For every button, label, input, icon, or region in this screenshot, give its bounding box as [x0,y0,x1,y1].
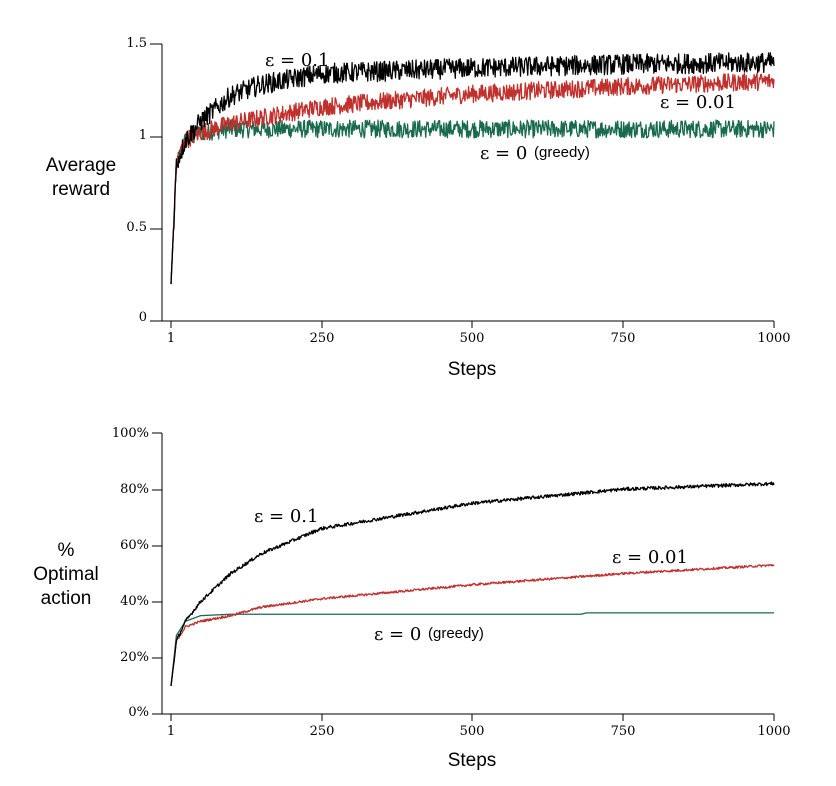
y-tick: 80% [120,482,162,497]
y-tick: 100% [112,426,162,441]
y-tick-label: 0.5 [126,220,147,235]
x-tick-label: 500 [460,724,485,739]
y-axis-title-line-2: Optimal [33,564,98,585]
series-label-eps-0.1: ε = 0.1 [254,506,318,527]
series-label-eps-0.01: ε = 0.01 [660,92,736,113]
x-tick-label: 250 [310,724,335,739]
x-tick: 1 [167,321,175,346]
x-tick: 1000 [757,714,791,739]
x-tick-label: 1000 [757,331,790,346]
y-tick-label: 40% [120,594,149,609]
series-label-greedy: (greedy) [534,144,590,161]
x-tick-label: 250 [310,331,335,346]
chart-optimal-action: % Optimal action 0% 20% 40% 60% 80% 100%… [33,426,790,771]
x-tick: 750 [611,714,636,739]
x-tick-label: 750 [611,331,636,346]
x-tick-label: 500 [460,331,485,346]
x-tick-label: 1 [167,724,175,739]
y-tick-label: 0% [128,705,149,720]
x-tick-label: 1 [167,331,175,346]
x-tick: 250 [310,714,335,739]
series-line [170,119,775,285]
x-tick: 500 [460,714,485,739]
series-label-eps-0: ε = 0 [374,624,421,645]
chart-average-reward: Average reward 0 0.5 1 1.5 1 250 500 750… [46,36,791,380]
x-axis-title: Steps [448,359,497,380]
plot-area [170,52,775,285]
series-line [170,481,775,686]
x-tick: 1 [167,714,175,739]
series-label-eps-0: ε = 0 [480,143,527,164]
y-tick-label: 100% [112,426,149,441]
series-label-eps-0.01: ε = 0.01 [612,547,688,568]
y-axis-title: % Optimal action [33,540,98,609]
x-tick: 250 [310,321,335,346]
series-line [170,72,775,285]
series-line [170,612,775,686]
series-label-greedy: (greedy) [428,625,484,642]
y-tick: 0 [139,310,162,325]
x-tick-label: 1000 [757,724,790,739]
y-tick-label: 0 [139,310,147,325]
y-tick-label: 1 [139,128,147,143]
y-tick-label: 60% [120,538,149,553]
y-axis-title-line-3: action [41,588,92,609]
y-axis-title-line-1: Average [46,155,116,176]
y-tick: 1.5 [126,36,162,51]
x-tick: 750 [611,321,636,346]
series-line [170,52,775,285]
series-label-eps-0.1: ε = 0.1 [265,50,329,71]
x-axis-title: Steps [448,750,497,771]
y-tick-label: 1.5 [126,36,147,51]
y-tick-label: 80% [120,482,149,497]
y-tick: 20% [120,650,162,665]
y-tick: 40% [120,594,162,609]
y-tick-label: 20% [120,650,149,665]
x-tick: 1000 [757,321,791,346]
y-axis-title-line-2: reward [52,179,110,200]
y-tick: 60% [120,538,162,553]
y-axis-title: Average reward [46,155,116,200]
series-line [170,563,775,686]
y-tick: 1 [139,128,162,143]
plot-area [170,481,775,686]
x-tick: 500 [460,321,485,346]
y-axis-title-line-1: % [58,540,75,561]
y-tick: 0% [128,705,162,720]
y-tick: 0.5 [126,220,162,235]
x-tick-label: 750 [611,724,636,739]
